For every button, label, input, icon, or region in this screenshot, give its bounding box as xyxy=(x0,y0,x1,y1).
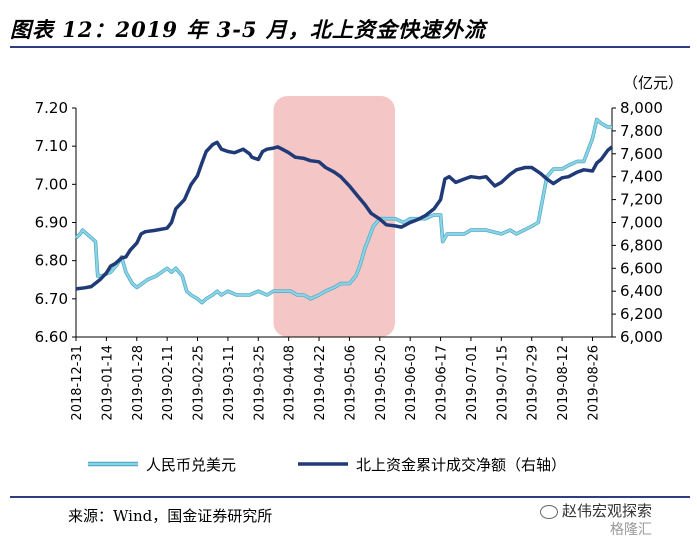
highlight-band xyxy=(273,96,395,337)
left-tick-label: 7.00 xyxy=(35,175,68,193)
x-tick-label: 2019-02-11 xyxy=(161,345,176,421)
x-tick-label: 2019-03-11 xyxy=(222,345,237,421)
right-tick-label: 6,600 xyxy=(620,259,663,277)
x-tick-label: 2019-05-06 xyxy=(343,345,358,421)
x-tick-label: 2019-08-12 xyxy=(556,345,571,421)
right-tick-label: 7,200 xyxy=(620,191,663,209)
x-tick-label: 2019-07-15 xyxy=(495,345,510,421)
right-tick-label: 7,000 xyxy=(620,214,663,232)
x-tick-label: 2019-02-25 xyxy=(192,345,207,421)
x-tick-label: 2019-05-20 xyxy=(374,345,389,421)
left-tick-label: 6.90 xyxy=(35,214,68,232)
left-tick-label: 6.60 xyxy=(35,328,68,346)
x-tick-label: 2019-06-03 xyxy=(404,345,419,421)
line-chart: 6.60 6.70 6.80 6.90 7.00 7.10 7.20 6,000 6,200 6,… xyxy=(35,74,683,474)
x-tick-label: 2018-12-31 xyxy=(70,345,85,421)
right-axis-unit: （亿元） xyxy=(623,74,683,92)
right-tick-label: 7,400 xyxy=(620,168,663,186)
right-tick-label: 7,600 xyxy=(620,145,663,163)
series-line-cny xyxy=(75,118,612,304)
chart-title: 图表 12：2019 年 3-5 月，北上资金快速外流 xyxy=(10,17,486,42)
watermark-brand: 格隆汇 xyxy=(610,522,652,538)
right-tick-label: 7,800 xyxy=(620,122,663,140)
watermark: 赵伟宏观探索 格隆汇 xyxy=(540,499,690,539)
x-tick-label: 2019-01-14 xyxy=(100,345,115,421)
legend-label-northbound: 北上资金累计成交净额（右轴） xyxy=(356,456,566,474)
left-tick-label: 6.80 xyxy=(35,252,68,270)
title-bar: 图表 12：2019 年 3-5 月，北上资金快速外流 xyxy=(10,8,690,48)
x-tick-label: 2019-06-17 xyxy=(435,345,450,421)
legend-label-cny: 人民币兑美元 xyxy=(146,456,236,474)
x-tick-label: 2019-04-08 xyxy=(283,345,298,421)
source-note: 来源：Wind，国金证券研究所 xyxy=(68,507,273,525)
right-tick-label: 6,800 xyxy=(620,236,663,254)
left-tick-label: 6.70 xyxy=(35,290,68,308)
x-tick-label: 2019-03-25 xyxy=(252,345,267,421)
x-tick-label: 2019-07-01 xyxy=(465,345,480,421)
left-tick-label: 7.10 xyxy=(35,137,68,155)
x-tick-label: 2019-04-22 xyxy=(313,345,328,421)
right-tick-label: 6,200 xyxy=(620,305,663,323)
bottom-rule xyxy=(10,496,690,498)
right-tick-label: 8,000 xyxy=(620,99,663,117)
top-rule xyxy=(10,46,690,48)
x-tick-label: 2019-01-28 xyxy=(131,345,146,421)
wechat-icon xyxy=(540,505,558,519)
watermark-text: 赵伟宏观探索 xyxy=(562,502,653,520)
right-tick-label: 6,000 xyxy=(620,328,663,346)
x-tick-label: 2019-08-26 xyxy=(586,345,601,421)
x-tick-label: 2019-07-29 xyxy=(526,345,541,421)
left-tick-label: 7.20 xyxy=(35,99,68,117)
right-tick-label: 6,400 xyxy=(620,282,663,300)
series-line-northbound xyxy=(75,140,614,291)
